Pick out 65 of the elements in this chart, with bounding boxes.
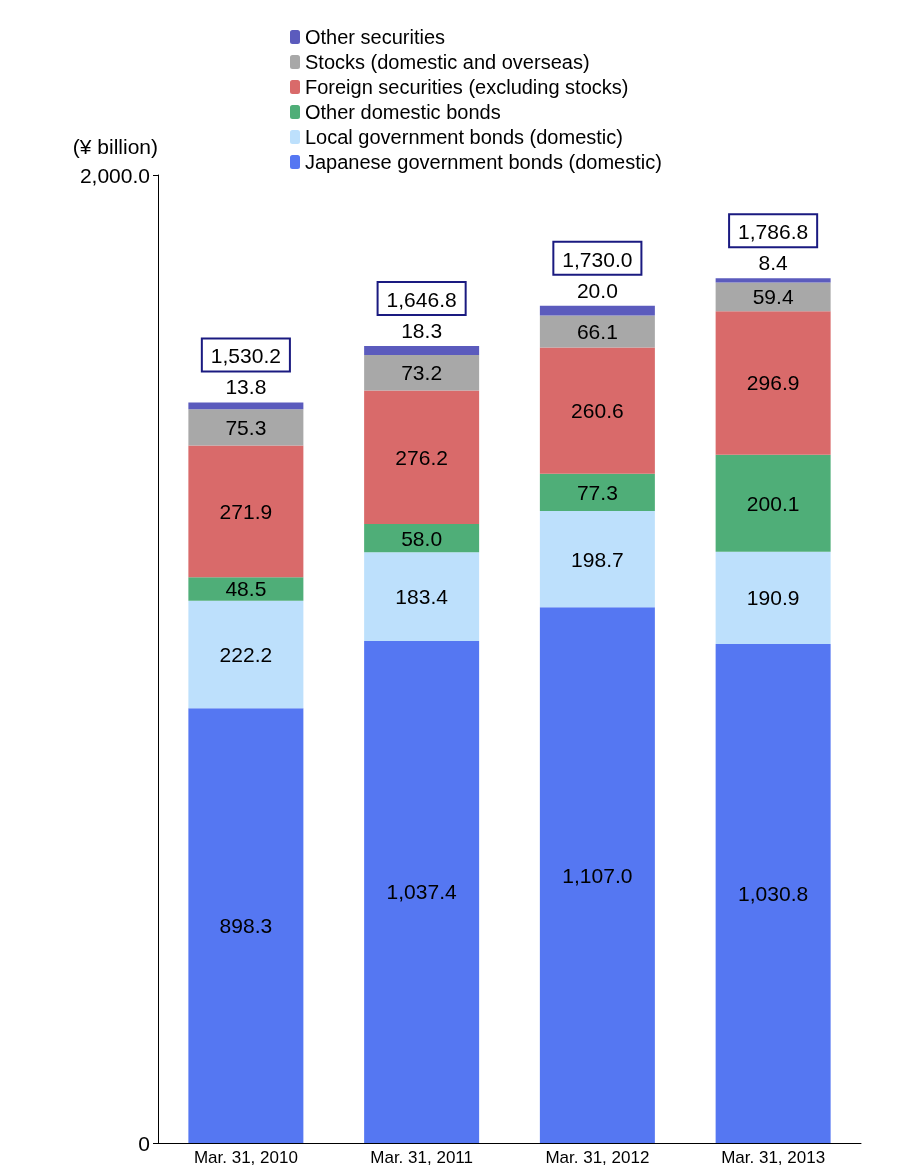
- total-label: 1,730.0: [562, 247, 633, 271]
- bar: [364, 346, 480, 355]
- data-label: 200.1: [746, 491, 800, 515]
- bar: [715, 311, 831, 455]
- data-label: 183.4: [395, 585, 449, 609]
- data-label: 75.3: [225, 415, 267, 439]
- data-label: 20.0: [576, 278, 618, 302]
- bar: [715, 278, 831, 283]
- data-label: 58.0: [401, 526, 443, 550]
- bar: [364, 354, 480, 391]
- legend-label: Local government bonds (domestic): [305, 126, 623, 148]
- bar: [188, 445, 304, 578]
- y-tick-label: 0: [138, 1131, 150, 1155]
- data-label: 190.9: [746, 586, 800, 610]
- bar: [364, 640, 480, 1143]
- bar: [188, 600, 304, 709]
- data-label: 8.4: [758, 251, 789, 275]
- x-tick-label: Mar. 31, 2010: [193, 1148, 298, 1167]
- data-label: 73.2: [401, 361, 443, 385]
- data-label: 66.1: [576, 320, 618, 343]
- data-label: 1,107.0: [562, 863, 633, 887]
- data-label: 222.2: [219, 642, 273, 666]
- bar: [539, 315, 655, 348]
- data-label: 296.9: [746, 371, 800, 395]
- data-label: 271.9: [219, 499, 273, 523]
- data-label: 898.3: [219, 914, 273, 938]
- total-label: 1,646.8: [386, 288, 457, 312]
- total-label: 1,786.8: [738, 220, 809, 244]
- x-tick-label: Mar. 31, 2012: [545, 1148, 650, 1167]
- total-label: 1,530.2: [210, 344, 281, 368]
- legend-label: Foreign securities (excluding stocks): [305, 76, 629, 98]
- bar: [539, 473, 655, 512]
- legend-label: Other securities: [305, 26, 446, 48]
- bar: [364, 390, 480, 525]
- legend-label: Japanese government bonds (domestic): [305, 151, 662, 173]
- data-label: 276.2: [395, 445, 448, 469]
- bar: [364, 552, 480, 641]
- bar: [539, 607, 655, 1143]
- data-label: 59.4: [752, 285, 794, 309]
- data-label: 260.6: [571, 399, 624, 423]
- data-label: 1,037.4: [386, 880, 457, 904]
- bar: [188, 409, 304, 446]
- y-axis-title: (¥ billion): [72, 135, 158, 158]
- y-tick-label: 2,000.0: [79, 163, 150, 187]
- bar: [188, 577, 304, 601]
- bar: [715, 282, 831, 312]
- data-label: 13.8: [225, 375, 267, 399]
- bar: [539, 347, 655, 474]
- bar: [364, 524, 480, 553]
- bar: [715, 454, 831, 552]
- data-label: 198.7: [571, 547, 624, 571]
- data-label: 1,030.8: [738, 882, 809, 906]
- bar: [539, 511, 655, 608]
- bar: [715, 551, 831, 645]
- data-label: 18.3: [401, 319, 443, 343]
- data-label: 77.3: [576, 480, 618, 504]
- bar: [188, 402, 304, 410]
- legend-label: Stocks (domestic and overseas): [305, 51, 590, 73]
- bar: [715, 644, 831, 1143]
- bar: [539, 305, 655, 316]
- x-tick-label: Mar. 31, 2013: [721, 1148, 826, 1167]
- bar: [188, 708, 304, 1143]
- data-label: 48.5: [225, 577, 267, 601]
- legend-label: Other domestic bonds: [305, 101, 501, 123]
- x-tick-label: Mar. 31, 2011: [370, 1148, 473, 1167]
